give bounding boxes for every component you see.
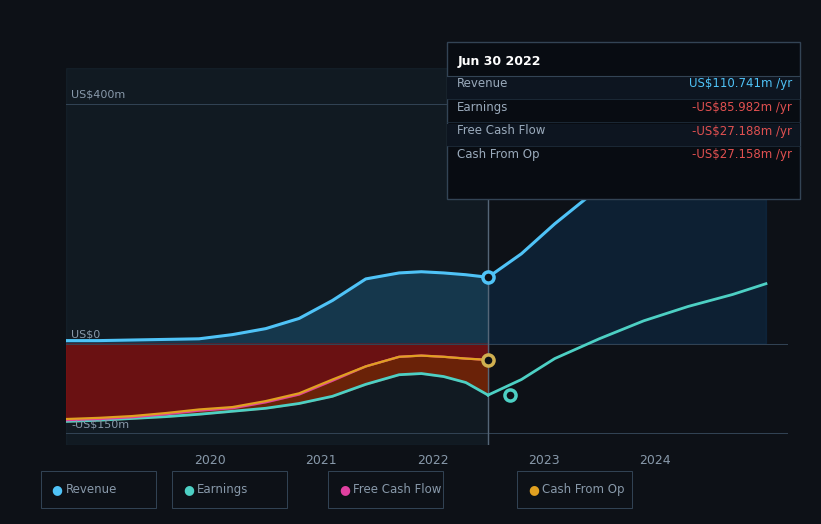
Bar <box>66 68 488 445</box>
Text: Free Cash Flow: Free Cash Flow <box>457 125 546 137</box>
Text: Cash From Op: Cash From Op <box>542 483 624 496</box>
Text: US$110.741m /yr: US$110.741m /yr <box>689 78 792 90</box>
Text: ●: ● <box>339 483 350 496</box>
Text: Free Cash Flow: Free Cash Flow <box>353 483 442 496</box>
Text: -US$150m: -US$150m <box>71 419 130 429</box>
Text: ●: ● <box>52 483 62 496</box>
Text: Past: Past <box>456 86 483 99</box>
Text: Revenue: Revenue <box>66 483 117 496</box>
Text: Earnings: Earnings <box>197 483 249 496</box>
Text: Earnings: Earnings <box>457 101 509 114</box>
Text: US$400m: US$400m <box>71 90 126 100</box>
Text: -US$27.158m /yr: -US$27.158m /yr <box>692 148 792 161</box>
Text: -US$85.982m /yr: -US$85.982m /yr <box>692 101 792 114</box>
Text: ●: ● <box>183 483 194 496</box>
Text: ●: ● <box>528 483 539 496</box>
Text: Cash From Op: Cash From Op <box>457 148 539 161</box>
Text: Revenue: Revenue <box>457 78 509 90</box>
Text: Analysts Forecasts: Analysts Forecasts <box>502 86 617 99</box>
Text: -US$27.188m /yr: -US$27.188m /yr <box>692 125 792 137</box>
Text: Jun 30 2022: Jun 30 2022 <box>457 55 541 68</box>
Text: US$0: US$0 <box>71 330 100 340</box>
